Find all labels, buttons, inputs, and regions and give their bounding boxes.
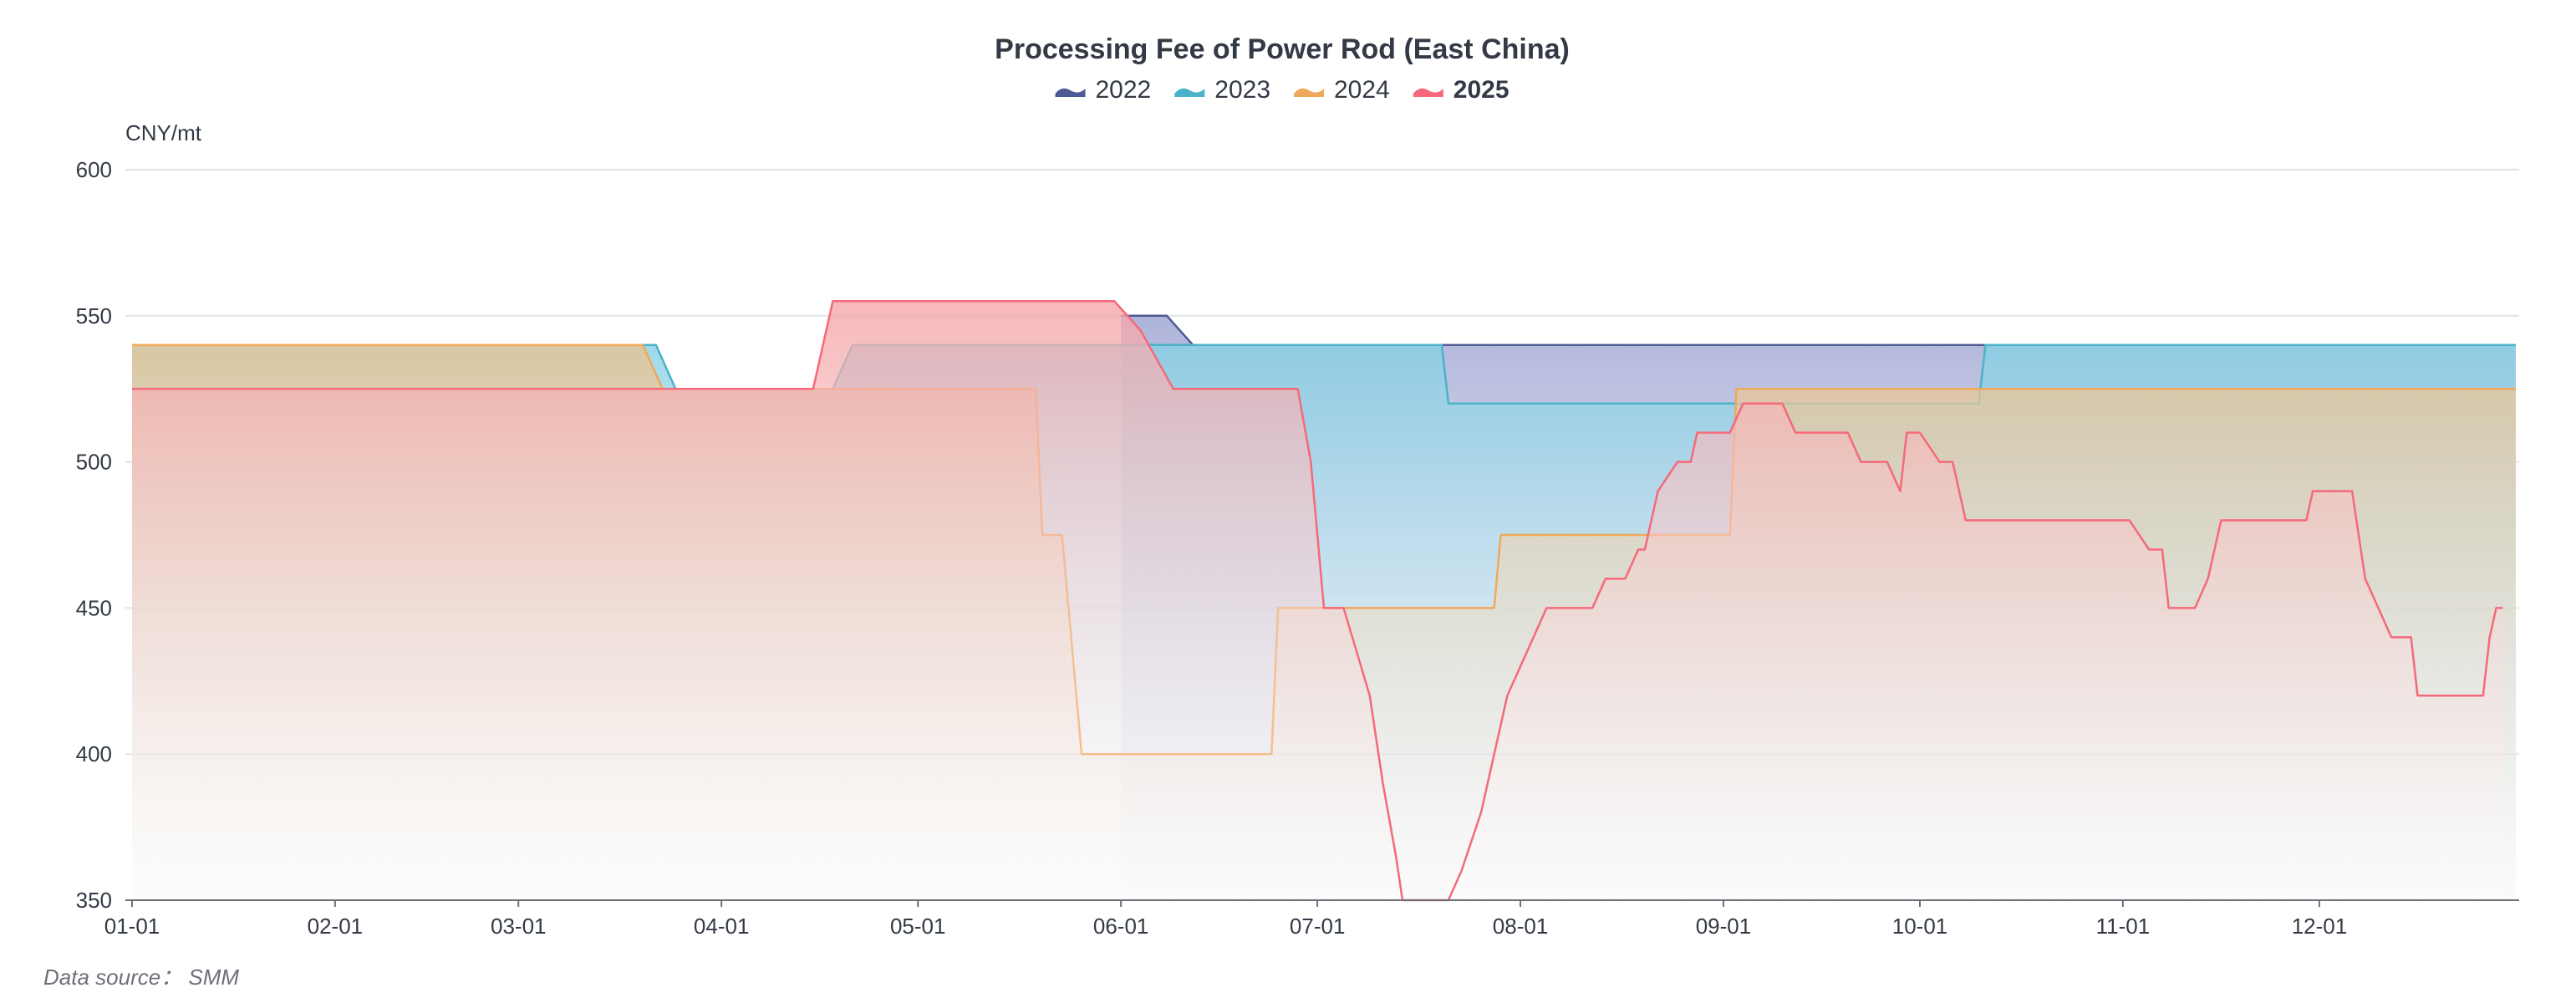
legend-swatch: [1174, 88, 1205, 97]
x-tick-label: 01-01: [104, 914, 160, 939]
y-tick-label: 550: [76, 303, 112, 328]
legend-label: 2024: [1334, 76, 1390, 104]
x-tick-label: 07-01: [1290, 914, 1346, 939]
y-tick-label: 400: [76, 741, 112, 766]
series-layer: [132, 300, 2516, 902]
legend-item-2025[interactable]: 2025: [1413, 76, 1509, 104]
axes: 01-01 02-01 03-01 04-01 05-01 06-01 07-01 08-01…: [104, 899, 2519, 939]
y-tick-label: 500: [76, 450, 112, 475]
x-tick-label: 11-01: [2096, 914, 2151, 939]
x-tick-label: 12-01: [2292, 914, 2348, 939]
x-tick-label: 06-01: [1093, 914, 1149, 939]
data-source-note: Data source： SMM: [43, 965, 239, 990]
series-line-2022: [1121, 314, 2516, 347]
y-tick-label: 450: [76, 595, 112, 620]
x-tick-label: 05-01: [890, 914, 946, 939]
legend-item-2022[interactable]: 2022: [1055, 76, 1152, 104]
series-area-2025: [132, 301, 2503, 900]
series-line-2025: [132, 300, 2503, 902]
legend-label: 2023: [1214, 76, 1270, 104]
legend-label: 2025: [1453, 76, 1509, 104]
legend-item-2023[interactable]: 2023: [1174, 76, 1270, 104]
x-tick-label: 03-01: [491, 914, 547, 939]
y-tick-label: 350: [76, 888, 112, 913]
y-axis-unit: CNY/mt: [125, 120, 202, 145]
x-tick-label: 04-01: [694, 914, 750, 939]
x-tick-label: 10-01: [1892, 914, 1948, 939]
y-tick-label: 600: [76, 157, 112, 182]
chart-title: Processing Fee of Power Rod (East China): [995, 33, 1570, 65]
legend-swatch: [1294, 88, 1324, 97]
legend-label: 2022: [1096, 76, 1152, 104]
legend[interactable]: 2022 2023 2024 2025: [1055, 76, 1509, 104]
legend-item-2024[interactable]: 2024: [1294, 76, 1390, 104]
legend-swatch: [1413, 88, 1443, 97]
x-tick-label: 09-01: [1696, 914, 1752, 939]
x-tick-label: 08-01: [1493, 914, 1549, 939]
x-tick-label: 02-01: [308, 914, 364, 939]
legend-swatch: [1055, 88, 1086, 97]
